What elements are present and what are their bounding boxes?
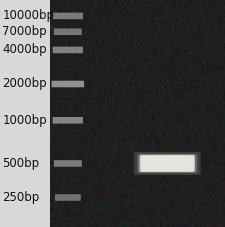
FancyBboxPatch shape [51, 81, 84, 87]
Text: 10000bp: 10000bp [2, 9, 54, 22]
Text: 250bp: 250bp [2, 191, 39, 204]
Text: 7000bp: 7000bp [2, 25, 47, 38]
Text: 2000bp: 2000bp [2, 77, 47, 91]
FancyBboxPatch shape [137, 154, 196, 173]
Text: 4000bp: 4000bp [2, 43, 47, 57]
FancyBboxPatch shape [140, 155, 193, 172]
FancyBboxPatch shape [139, 155, 194, 172]
Text: 500bp: 500bp [2, 157, 39, 170]
FancyBboxPatch shape [133, 152, 200, 175]
FancyBboxPatch shape [50, 0, 225, 227]
FancyBboxPatch shape [52, 117, 83, 123]
FancyBboxPatch shape [52, 12, 83, 19]
Text: 1000bp: 1000bp [2, 114, 47, 127]
FancyBboxPatch shape [52, 47, 83, 53]
FancyBboxPatch shape [54, 28, 81, 35]
FancyBboxPatch shape [55, 194, 80, 201]
FancyBboxPatch shape [54, 160, 81, 167]
